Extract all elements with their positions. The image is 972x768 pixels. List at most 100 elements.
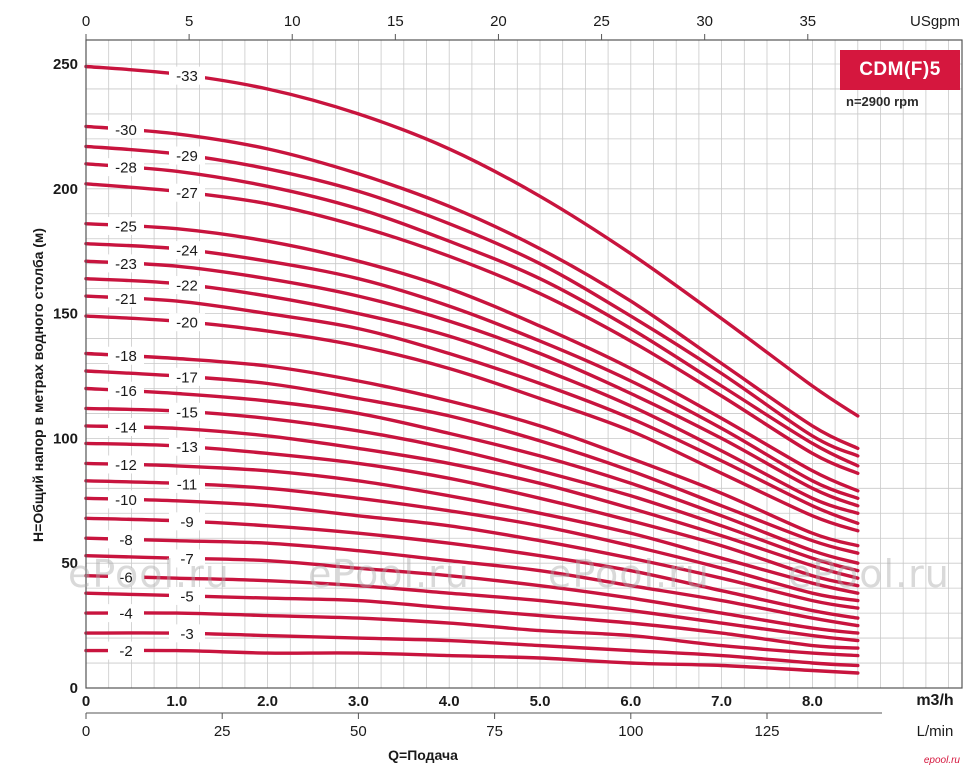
usgpm-tick-label: 20 bbox=[490, 13, 507, 30]
x-tick-label: 8.0 bbox=[802, 693, 823, 710]
curve-series bbox=[84, 516, 860, 620]
curve-label: -17 bbox=[176, 369, 198, 386]
curve-label-bg bbox=[108, 530, 144, 549]
watermark: ePool.ru bbox=[308, 552, 470, 596]
curve-series bbox=[84, 386, 860, 565]
x-secondary-bottom-unit: L/min bbox=[917, 723, 954, 740]
x-tick-label: 3.0 bbox=[348, 693, 369, 710]
curve-label: -22 bbox=[176, 278, 198, 295]
curve-series bbox=[84, 591, 860, 650]
curve-label: -30 bbox=[115, 122, 137, 139]
curve-label: -33 bbox=[176, 68, 198, 85]
curve-series bbox=[84, 277, 860, 515]
curve-series bbox=[84, 182, 860, 475]
curve-label: -25 bbox=[115, 218, 137, 235]
curve-label-bg bbox=[169, 276, 205, 295]
curve-series bbox=[84, 162, 860, 468]
watermark: ePool.ru bbox=[788, 552, 950, 596]
usgpm-tick-label: 35 bbox=[799, 13, 816, 30]
curve-labels: -33 -30 -29 -28 -27 -25 -24 -23 -22 -21 -20 -18 -17 -… bbox=[108, 66, 205, 660]
x-tick-label: 6.0 bbox=[620, 693, 641, 710]
curve-series bbox=[84, 64, 860, 418]
performance-curves bbox=[84, 64, 860, 675]
curve-label-bg bbox=[169, 586, 205, 605]
curve-series bbox=[84, 631, 860, 668]
x-axis-title: Q=Подача bbox=[388, 747, 458, 763]
curve-series bbox=[84, 554, 860, 635]
curve-label-bg bbox=[108, 418, 144, 437]
x-tick-label: 7.0 bbox=[711, 693, 732, 710]
x-tick-label: 0 bbox=[82, 693, 90, 710]
curve-label-bg bbox=[108, 254, 144, 273]
y-axis-title: H=Общий напор в метрах водного столба (м… bbox=[30, 228, 46, 542]
curve-label: -24 bbox=[176, 243, 198, 260]
curve-series bbox=[84, 424, 860, 580]
lmin-tick-label: 100 bbox=[618, 723, 643, 740]
curve-series bbox=[84, 496, 860, 610]
curve-label-bg bbox=[108, 158, 144, 177]
curve-series bbox=[84, 479, 860, 603]
curve-series bbox=[84, 574, 860, 643]
axes: 0 50 100 150 200 250 0 1.0 2.0 3.0 4.0 5.0 6.0 7.0 8.0… bbox=[53, 13, 963, 740]
usgpm-tick-label: 5 bbox=[185, 13, 193, 30]
usgpm-tick-label: 0 bbox=[82, 13, 90, 30]
lmin-tick-label: 125 bbox=[754, 723, 779, 740]
usgpm-tick-label: 25 bbox=[593, 13, 610, 30]
curve-label-bg bbox=[169, 437, 205, 456]
curve-series bbox=[84, 369, 860, 555]
curve-label-bg bbox=[108, 216, 144, 235]
curve-label: -11 bbox=[177, 476, 198, 493]
curve-label: -9 bbox=[180, 514, 193, 531]
curve-series bbox=[84, 461, 860, 595]
curve-label-bg bbox=[108, 455, 144, 474]
watermark: ePool.ru bbox=[68, 552, 230, 596]
curve-label: -2 bbox=[119, 643, 132, 660]
curve-label: -6 bbox=[119, 569, 132, 586]
watermark: ePool.ru bbox=[548, 552, 710, 596]
plot-frame bbox=[85, 39, 963, 689]
model-badge: CDM(F)5 bbox=[840, 50, 960, 90]
curve-label: -14 bbox=[115, 420, 137, 437]
curve-label-bg bbox=[169, 624, 205, 643]
curve-series bbox=[84, 222, 860, 493]
curve-label-bg bbox=[169, 241, 205, 260]
x-secondary-top-unit: USgpm bbox=[910, 13, 960, 30]
curve-label-bg bbox=[108, 346, 144, 365]
curve-label-bg bbox=[108, 490, 144, 509]
curve-label: -3 bbox=[180, 626, 193, 643]
curve-series bbox=[84, 611, 860, 658]
curve-label: -12 bbox=[115, 457, 137, 474]
y-tick-label: 200 bbox=[53, 181, 78, 198]
curve-label-bg bbox=[169, 367, 205, 386]
lmin-tick-label: 25 bbox=[214, 723, 231, 740]
curve-label: -18 bbox=[115, 348, 137, 365]
y-tick-label: 250 bbox=[53, 56, 78, 73]
curve-label: -4 bbox=[119, 606, 132, 623]
curve-label: -16 bbox=[115, 383, 137, 400]
rpm-note: n=2900 rpm bbox=[846, 94, 919, 109]
curve-series bbox=[84, 648, 860, 675]
curve-label-bg bbox=[108, 567, 144, 586]
y-tick-label: 50 bbox=[61, 555, 78, 572]
curve-label-bg bbox=[169, 474, 205, 493]
curve-label: -10 bbox=[115, 492, 137, 509]
curve-label-bg bbox=[108, 381, 144, 400]
x-tick-label: 2.0 bbox=[257, 693, 278, 710]
y-tick-label: 150 bbox=[53, 306, 78, 323]
curve-series bbox=[84, 124, 860, 451]
curve-label: -7 bbox=[180, 551, 193, 568]
x-tick-label: 5.0 bbox=[530, 693, 551, 710]
curve-series bbox=[84, 144, 860, 458]
x-tick-label: 4.0 bbox=[439, 693, 460, 710]
y-tick-label: 100 bbox=[53, 430, 78, 447]
source-tag: epool.ru bbox=[923, 755, 960, 766]
curve-label-bg bbox=[169, 183, 205, 202]
x-tick-label: 1.0 bbox=[166, 693, 187, 710]
x-unit-label: m3/h bbox=[916, 692, 953, 709]
curve-label-bg bbox=[169, 549, 205, 568]
curve-label-bg bbox=[169, 512, 205, 531]
curve-label-bg bbox=[108, 289, 144, 308]
lmin-tick-label: 75 bbox=[486, 723, 503, 740]
curve-series bbox=[84, 242, 860, 500]
